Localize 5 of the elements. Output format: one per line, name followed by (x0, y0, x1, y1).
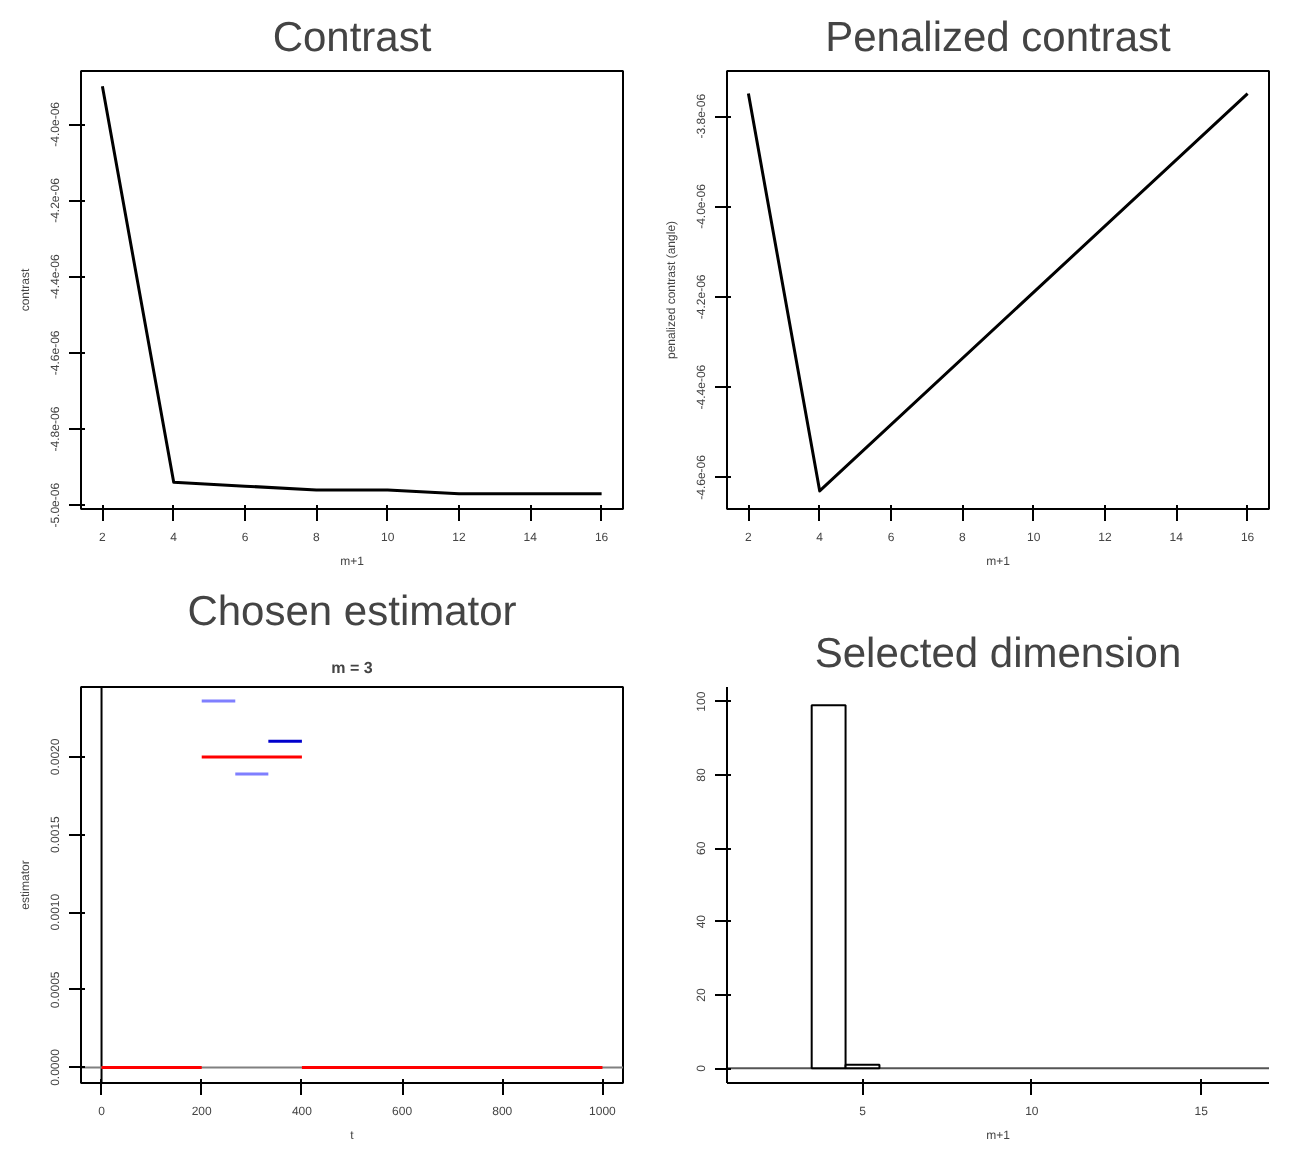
chart-title: Selected dimension (814, 631, 1182, 677)
chart-title: Contrast (272, 15, 432, 61)
chart-title: Penalized contrast (825, 15, 1172, 61)
chart-title: Chosen estimator (187, 589, 517, 635)
chart-subtitle: m = 3 (331, 659, 374, 677)
